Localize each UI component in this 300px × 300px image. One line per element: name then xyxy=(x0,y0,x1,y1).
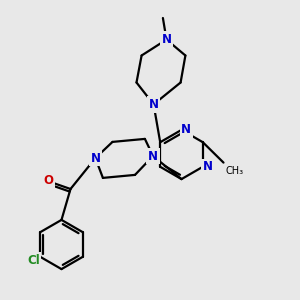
Text: N: N xyxy=(148,98,159,111)
Text: O: O xyxy=(44,174,54,188)
Text: N: N xyxy=(90,152,100,165)
Text: N: N xyxy=(202,160,213,173)
Text: N: N xyxy=(161,33,172,46)
Text: Cl: Cl xyxy=(27,254,40,267)
Text: CH₃: CH₃ xyxy=(226,166,244,176)
Text: N: N xyxy=(181,123,191,136)
Text: N: N xyxy=(148,149,158,163)
